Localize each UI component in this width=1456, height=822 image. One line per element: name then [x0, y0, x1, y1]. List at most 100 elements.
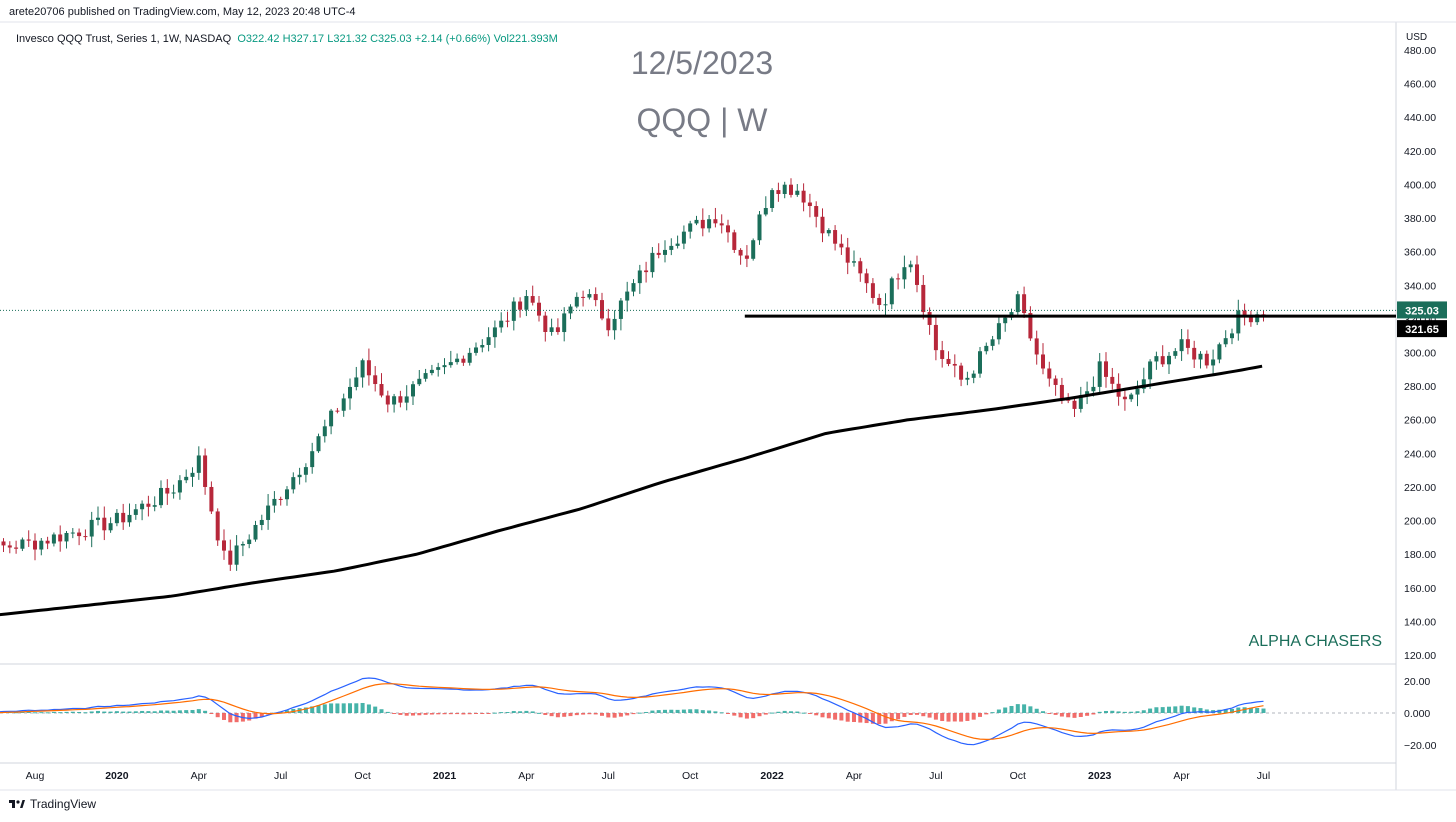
- macd-histogram-bar: [537, 712, 541, 714]
- candle-body: [1230, 333, 1234, 339]
- candle-body: [1078, 395, 1083, 409]
- candle-body: [776, 190, 781, 194]
- candle-body: [971, 373, 976, 378]
- candle-body: [669, 245, 674, 250]
- candle-body: [1059, 384, 1064, 400]
- macd-histogram-bar: [404, 713, 409, 716]
- candle-body: [411, 384, 415, 397]
- macd-histogram-bar: [70, 711, 75, 713]
- macd-histogram-bar: [442, 713, 447, 715]
- macd-histogram-bar: [568, 713, 573, 717]
- macd-axis[interactable]: 20.00 0.000 −20.00: [1404, 676, 1437, 752]
- macd-histogram-bar: [688, 709, 693, 713]
- macd-histogram-bar: [1003, 707, 1008, 713]
- price-tick-label: 380.00: [1404, 213, 1436, 225]
- candle-body: [845, 247, 850, 263]
- macd-histogram-bar: [1141, 710, 1146, 713]
- candle-body: [883, 304, 888, 306]
- moving-average-layer: [0, 364, 1263, 617]
- macd-histogram-bar: [524, 710, 529, 713]
- candle-body: [1122, 396, 1127, 400]
- candle-body: [222, 540, 226, 551]
- macd-histogram-bar: [77, 711, 82, 713]
- macd-histogram-bar: [455, 713, 460, 715]
- macd-histogram-bar: [669, 709, 674, 713]
- candle-body: [1041, 354, 1045, 369]
- macd-histogram-bar: [776, 711, 781, 713]
- macd-histogram-bar: [600, 713, 604, 716]
- candle-body: [203, 455, 208, 487]
- candle-body: [889, 278, 894, 305]
- macd-histogram-bar: [51, 711, 56, 713]
- macd-histogram-bar: [1034, 708, 1039, 713]
- macd-histogram-bar: [663, 709, 667, 713]
- price-tick-label: 220.00: [1404, 482, 1436, 494]
- macd-histogram-bar: [807, 713, 812, 714]
- macd-histogram-bar: [1078, 713, 1083, 717]
- macd-histogram-bar: [373, 706, 378, 713]
- candle-body: [215, 511, 220, 541]
- macd-histogram-bar: [467, 713, 472, 715]
- candle-body: [285, 489, 289, 500]
- candle-body: [625, 291, 630, 301]
- macd-histogram-bar: [1173, 706, 1178, 713]
- macd-histogram-bar: [259, 713, 264, 717]
- macd-histogram-bar: [417, 713, 422, 716]
- macd-line: [0, 677, 1264, 746]
- candle-body: [1217, 344, 1222, 360]
- candle-body: [234, 545, 239, 565]
- macd-histogram-bar: [726, 713, 730, 714]
- macd-histogram-bar: [492, 712, 497, 714]
- macd-histogram-bar: [933, 713, 938, 720]
- macd-histogram-bar: [984, 713, 989, 715]
- macd-histogram-bar: [1028, 706, 1033, 713]
- candle-body: [196, 455, 201, 473]
- macd-histogram-bar: [177, 710, 182, 713]
- time-tick-label: 2023: [1088, 770, 1112, 782]
- macd-histogram-bar: [303, 707, 308, 713]
- candle-body: [732, 232, 737, 250]
- macd-histogram-bar: [448, 713, 453, 715]
- macd-histogram-bar: [1185, 706, 1190, 713]
- macd-histogram-bar: [366, 704, 371, 713]
- footer[interactable]: TradingView: [9, 797, 96, 811]
- time-axis[interactable]: ayAug2020AprJulOct2021AprJulOct2022AprJu…: [0, 770, 1271, 782]
- candle-body: [177, 480, 182, 493]
- candle-body: [996, 323, 1001, 340]
- candle-body: [1003, 317, 1008, 324]
- ohlc-open: O322.42: [237, 33, 280, 45]
- candle-body: [7, 545, 12, 548]
- macd-histogram-bar: [1167, 706, 1171, 713]
- symbol-legend[interactable]: Invesco QQQ Trust, Series 1, 1W, NASDAQ …: [16, 33, 558, 45]
- candle-body: [505, 320, 510, 322]
- macd-histogram-bar: [908, 713, 913, 715]
- ohlc-high: H327.17: [282, 33, 325, 45]
- candle-body: [133, 509, 138, 515]
- price-tick-label: 460.00: [1404, 79, 1436, 91]
- candle-body: [209, 486, 214, 512]
- candle-body: [757, 214, 762, 241]
- macd-histogram-bar: [398, 713, 403, 715]
- candle-body: [543, 315, 548, 332]
- macd-histogram-bar: [1041, 711, 1045, 713]
- candle-body: [681, 231, 686, 244]
- macd-histogram-bar: [883, 713, 888, 724]
- candle-body: [190, 472, 195, 477]
- macd-histogram-bar: [864, 713, 869, 724]
- price-tick-label: 440.00: [1404, 112, 1436, 124]
- footer-brand: TradingView: [30, 797, 97, 811]
- price-axis[interactable]: 480.00 460.00 440.00 420.00 400.00 380.00 360.…: [1404, 45, 1436, 662]
- macd-histogram-bar: [1085, 713, 1090, 716]
- time-tick-label: Jul: [602, 770, 615, 782]
- candle-body: [316, 436, 321, 452]
- macd-tick-label: −20.00: [1404, 740, 1437, 752]
- macd-histogram-bar: [858, 713, 863, 723]
- macd-tick-label: 20.00: [1404, 676, 1430, 688]
- candle-body: [89, 519, 94, 537]
- macd-histogram-bar: [234, 713, 239, 723]
- candle-body: [650, 252, 655, 273]
- candle-body: [965, 377, 970, 380]
- candle-body: [530, 296, 535, 303]
- last-price-badge: [1397, 301, 1447, 319]
